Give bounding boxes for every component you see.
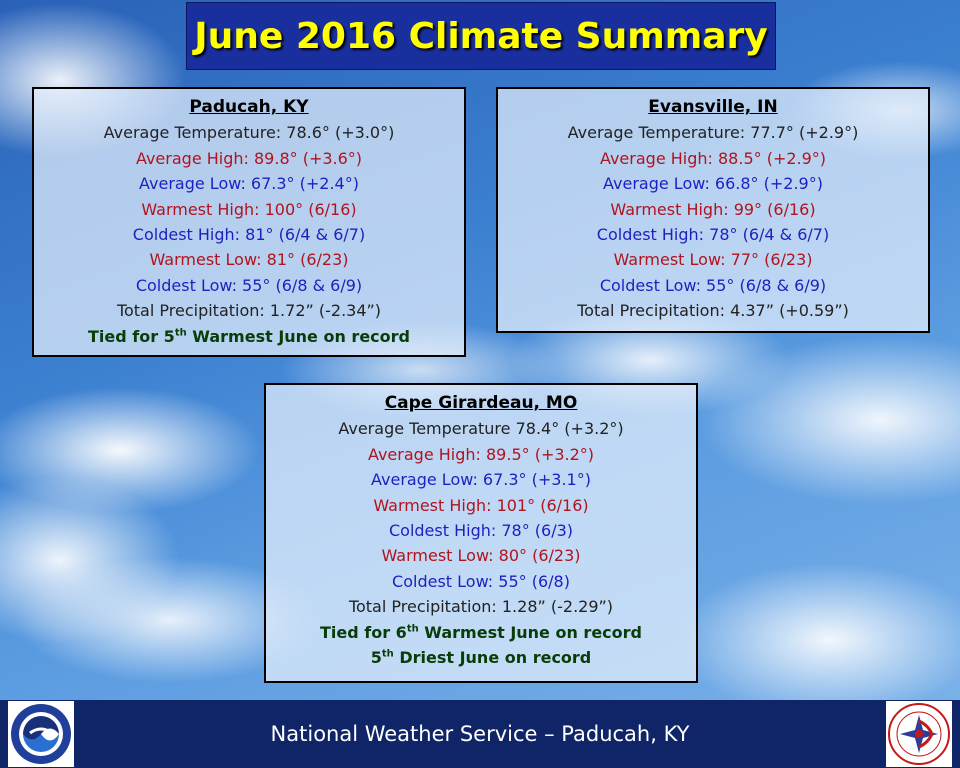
coldest-low: Coldest Low: 55° (6/8 & 6/9)	[135, 275, 363, 295]
nws-logo-icon	[886, 701, 952, 767]
page-title: June 2016 Climate Summary	[194, 15, 768, 57]
avg-temp: Average Temperature: 77.7° (+2.9°)	[567, 123, 859, 143]
record-note-driest: 5th Driest June on record	[370, 648, 592, 668]
avg-low: Average Low: 67.3° (+3.1°)	[371, 470, 591, 490]
station-name: Cape Girardeau, MO	[384, 393, 578, 413]
coldest-high: Coldest High: 78° (6/3)	[388, 521, 574, 541]
avg-temp: Average Temperature: 78.6° (+3.0°)	[103, 123, 395, 143]
footer-text: National Weather Service – Paducah, KY	[270, 722, 690, 746]
coldest-high: Coldest High: 78° (6/4 & 6/7)	[596, 225, 830, 245]
total-precip: Total Precipitation: 1.28” (-2.29”)	[348, 597, 614, 617]
warmest-low: Warmest Low: 77° (6/23)	[613, 250, 813, 270]
station-panel-evansville: Evansville, IN Average Temperature: 77.7…	[496, 87, 930, 333]
avg-high: Average High: 89.5° (+3.2°)	[367, 444, 595, 464]
avg-low: Average Low: 66.8° (+2.9°)	[603, 174, 823, 194]
total-precip: Total Precipitation: 1.72” (-2.34”)	[116, 301, 382, 321]
avg-temp: Average Temperature 78.4° (+3.2°)	[338, 419, 624, 439]
avg-low: Average Low: 67.3° (+2.4°)	[139, 174, 359, 194]
coldest-high: Coldest High: 81° (6/4 & 6/7)	[132, 225, 366, 245]
coldest-low: Coldest Low: 55° (6/8 & 6/9)	[599, 275, 827, 295]
warmest-high: Warmest High: 99° (6/16)	[610, 199, 816, 219]
noaa-logo-icon	[8, 701, 74, 767]
warmest-high: Warmest High: 101° (6/16)	[373, 495, 589, 515]
record-note-warmest: Tied for 6th Warmest June on record	[319, 622, 642, 642]
station-name: Evansville, IN	[648, 97, 778, 117]
avg-high: Average High: 89.8° (+3.6°)	[135, 148, 363, 168]
station-panel-cape-girardeau: Cape Girardeau, MO Average Temperature 7…	[264, 383, 698, 683]
record-note: Tied for 5th Warmest June on record	[87, 326, 410, 346]
avg-high: Average High: 88.5° (+2.9°)	[599, 148, 827, 168]
station-panel-paducah: Paducah, KY Average Temperature: 78.6° (…	[32, 87, 466, 357]
coldest-low: Coldest Low: 55° (6/8)	[392, 571, 570, 591]
title-banner: June 2016 Climate Summary	[186, 2, 776, 70]
warmest-high: Warmest High: 100° (6/16)	[141, 199, 357, 219]
warmest-low: Warmest Low: 80° (6/23)	[381, 546, 581, 566]
footer-bar: National Weather Service – Paducah, KY	[0, 700, 960, 768]
station-name: Paducah, KY	[189, 97, 309, 117]
warmest-low: Warmest Low: 81° (6/23)	[149, 250, 349, 270]
total-precip: Total Precipitation: 4.37” (+0.59”)	[577, 301, 849, 321]
